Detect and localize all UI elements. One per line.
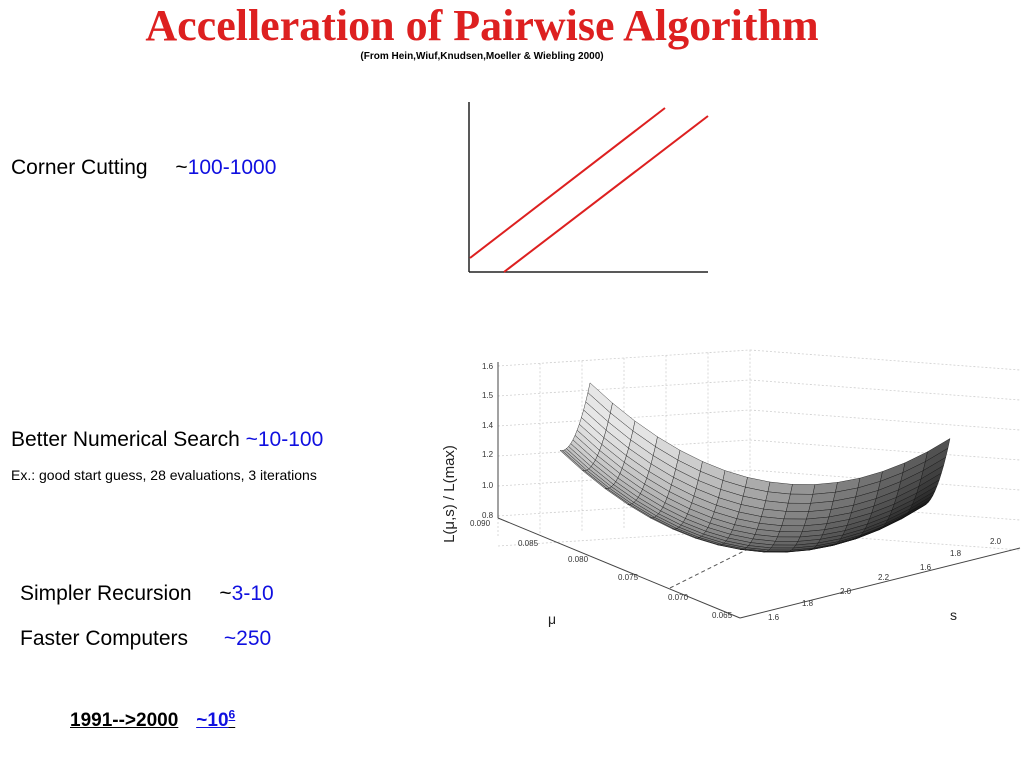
item-corner-cutting: Corner Cutting ~100-1000 [11, 156, 276, 180]
item-value: 250 [236, 627, 272, 650]
plot-z-label: L(μ,s) / L(max) [441, 445, 458, 543]
z-tick-label: 0.8 [482, 511, 494, 520]
s-tick-label: 1.8 [802, 599, 814, 608]
s-tick-label: 2.0 [990, 537, 1002, 546]
surface-facet [790, 484, 816, 495]
item-tilde: ~ [223, 627, 237, 650]
mu-tick-label: 0.085 [518, 539, 539, 548]
z-tick-label: 1.6 [482, 362, 494, 371]
surface-facet [781, 518, 807, 527]
surface-facet [775, 536, 801, 542]
plot-tick-labels: 1.6 1.5 1.4 1.2 1.0 0.80.090 0.085 0.080 0.075 0.… [470, 362, 1002, 622]
item-tilde: ~ [245, 428, 258, 451]
z-tick-label: 1.5 [482, 391, 494, 400]
grid-line [749, 409, 1021, 431]
mu-tick-label: 0.075 [618, 573, 639, 582]
surface-facet [783, 511, 809, 520]
surface-facet [787, 493, 814, 504]
surface-facet [770, 544, 797, 549]
slide-subtitle: (From Hein,Wiuf,Knudsen,Moeller & Wiebli… [360, 51, 604, 62]
item-better-numerical-search: Better Numerical Search ~10-100 [11, 428, 323, 452]
likelihood-surface-plot: L(μ,s) / L(max) μ s 1.61.51.41.21.00.80.… [441, 349, 1021, 627]
item-value: 10-100 [257, 428, 324, 451]
s-tick-label: 1.6 [768, 613, 780, 622]
summary-factor: ~10 [196, 710, 229, 731]
item-value: 100-1000 [187, 156, 277, 179]
mu-tick-label: 0.080 [568, 555, 589, 564]
corner-cutting-diagram [468, 102, 709, 273]
plot-guide-line [669, 517, 811, 589]
summary-line: 1991-->2000 ~106 [70, 708, 235, 734]
surface-facet [779, 525, 805, 533]
mu-tick-label: 0.090 [470, 519, 491, 528]
s-tick-label: 2.0 [840, 587, 852, 596]
diagram-lower-line [503, 115, 709, 273]
surface-mesh [559, 382, 951, 553]
surface-facet [777, 531, 803, 538]
grid-line [749, 469, 1021, 491]
summary-period: 1991-->2000 [70, 710, 179, 731]
item-label: Faster Computers [20, 627, 189, 650]
s-tick-label: 1.6 [920, 563, 932, 572]
z-tick-label: 1.4 [482, 421, 494, 430]
mu-tick-label: 0.065 [712, 611, 733, 620]
grid-line [749, 439, 1021, 461]
surface-facet [772, 541, 799, 546]
plot-mu-axis [497, 517, 741, 619]
surface-facet [768, 547, 795, 551]
plot-s-axis [739, 547, 1021, 619]
item-faster-computers: Faster Computers ~250 [20, 627, 271, 651]
item-tilde: ~ [175, 156, 188, 179]
plot-s-label: s [950, 607, 957, 623]
plot-mu-label: μ [548, 611, 556, 627]
item-simpler-recursion: Simpler Recursion ~3-10 [20, 582, 274, 606]
s-tick-label: 1.8 [950, 549, 962, 558]
summary-exponent: 6 [228, 707, 236, 722]
diagram-upper-line [469, 107, 666, 259]
item-tilde: ~ [219, 582, 232, 605]
item-note: Ex.: good start guess, 28 evaluations, 3… [11, 467, 317, 483]
item-label: Better Numerical Search [11, 428, 240, 451]
item-label: Simpler Recursion [20, 582, 192, 605]
grid-line [749, 379, 1021, 401]
item-value: 3-10 [231, 582, 274, 605]
s-tick-label: 2.2 [878, 573, 890, 582]
z-tick-label: 1.2 [482, 450, 494, 459]
z-tick-label: 1.0 [482, 481, 494, 490]
mu-tick-label: 0.070 [668, 593, 689, 602]
surface-facet [896, 505, 923, 520]
slide-title: Accelleration of Pairwise Algorithm [145, 1, 819, 50]
surface-facet [785, 502, 811, 512]
item-label: Corner Cutting [11, 156, 148, 179]
grid-line [749, 349, 1021, 371]
